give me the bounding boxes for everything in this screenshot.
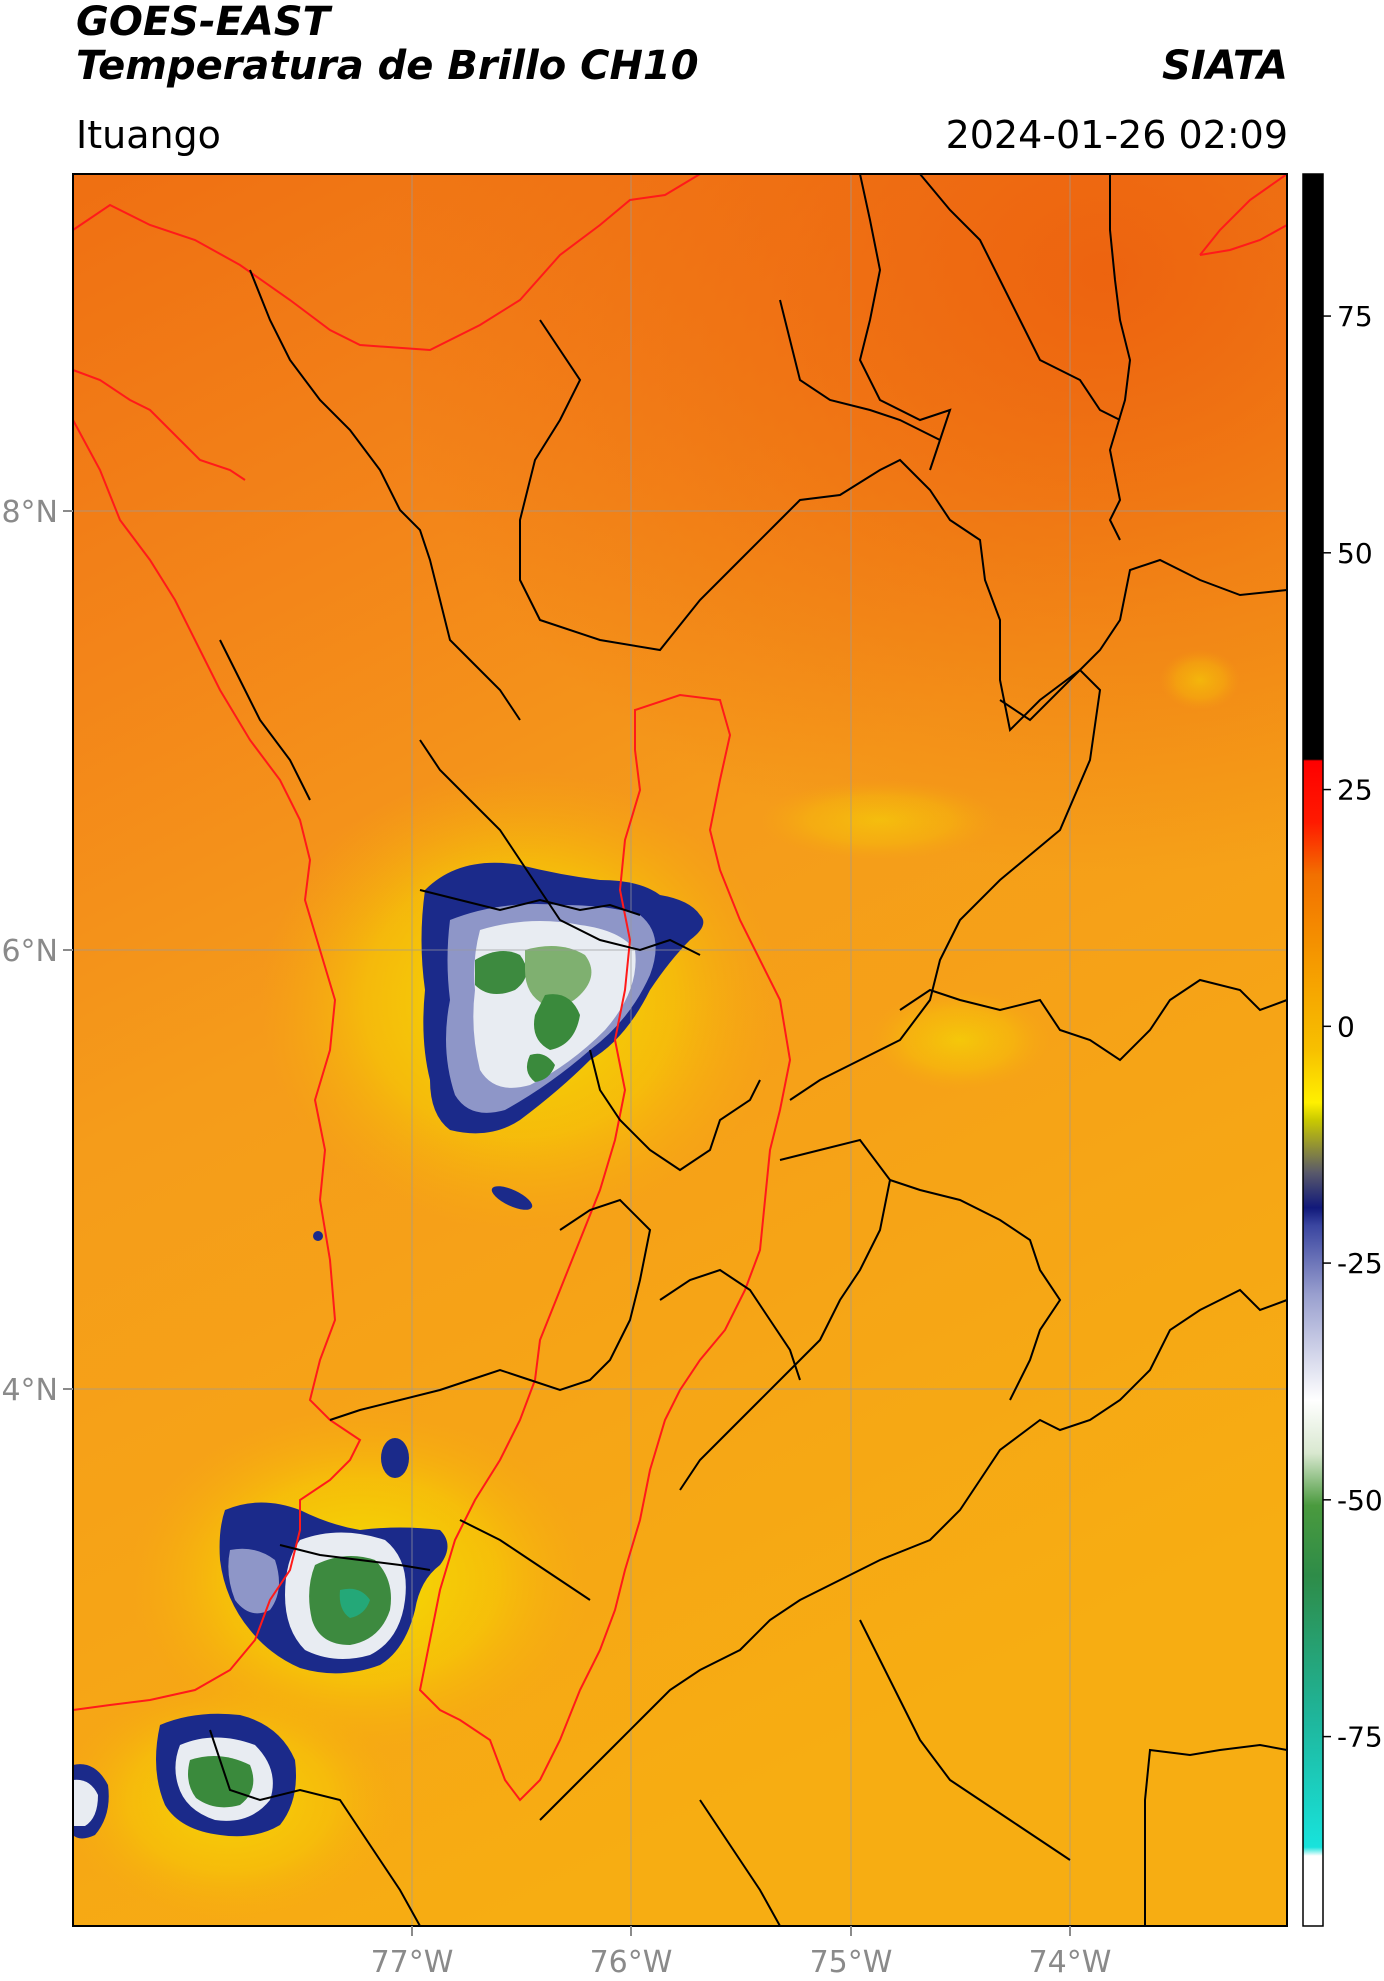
lat-label-4n: 4°N	[1, 1373, 58, 1408]
colorbar-tick-label: 50	[1337, 537, 1373, 570]
map-frame	[72, 173, 1288, 1927]
lon-label-76w: 76°W	[590, 1945, 673, 1980]
colorbar-ticks: 75 50 25 0 -25 -50 -75	[1323, 300, 1383, 1754]
organization-label: SIATA	[1162, 43, 1288, 89]
lon-label-75w: 75°W	[810, 1945, 893, 1980]
red-boundaries	[73, 174, 1287, 1802]
location-label: Ituango	[76, 113, 221, 157]
colorbar-tick-label: -75	[1337, 1721, 1383, 1754]
graticule	[73, 174, 1287, 1926]
colorbar-tick-label: -50	[1337, 1484, 1383, 1517]
colorbar	[1302, 173, 1324, 1927]
datetime-label: 2024-01-26 02:09	[945, 113, 1288, 157]
black-boundaries	[209, 174, 1287, 1926]
lat-label-8n: 8°N	[1, 495, 58, 530]
brightness-temperature-field	[73, 174, 1287, 1926]
colorbar-tick-label: -25	[1337, 1247, 1383, 1280]
colorbar-tick-label: 75	[1337, 300, 1373, 333]
title-line-2: Temperatura de Brillo CH10	[76, 43, 699, 89]
lon-label-77w: 77°W	[371, 1945, 454, 1980]
colorbar-tick-label: 0	[1337, 1010, 1355, 1043]
title-line-1: GOES-EAST	[76, 0, 330, 45]
lat-label-6n: 6°N	[1, 934, 58, 969]
colorbar-tick-label: 25	[1337, 774, 1373, 807]
lon-label-74w: 74°W	[1029, 1945, 1112, 1980]
